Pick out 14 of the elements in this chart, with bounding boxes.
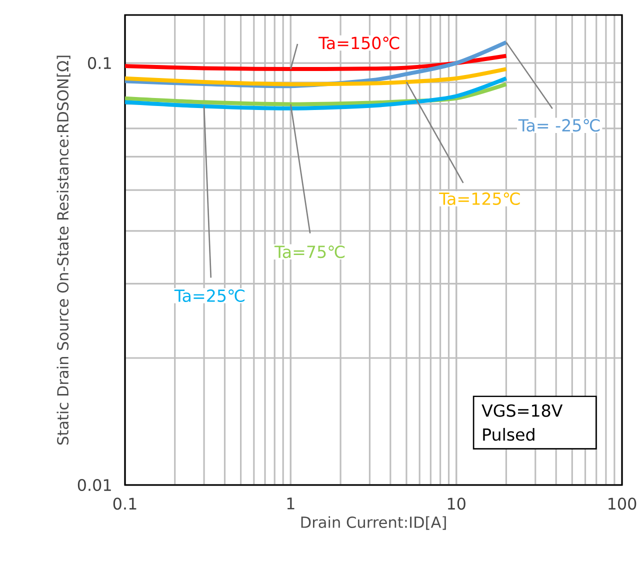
annotation: VGS=18V [482,404,563,417]
text: Ta=75℃ [274,246,345,258]
text: Ta= -25℃ [518,119,600,132]
x-tick-label: 10 [448,498,466,510]
x-tick-label: 1 [287,498,294,510]
y-tick-label: 0.01 [78,478,111,492]
x-tick-label: 0.1 [113,498,136,510]
y-axis-title: Static Drain Source On-State Resistance:RDSON[Ω] [56,56,70,445]
x-axis-title: Drain Current:ID[A] [301,516,446,530]
x-tick-label: 100 [608,498,636,510]
text: Ta=25℃ [174,289,244,302]
text: Ta=125℃ [439,192,520,205]
annotation: Pulsed [483,428,534,441]
series-label: Ta=150℃ [318,36,400,50]
